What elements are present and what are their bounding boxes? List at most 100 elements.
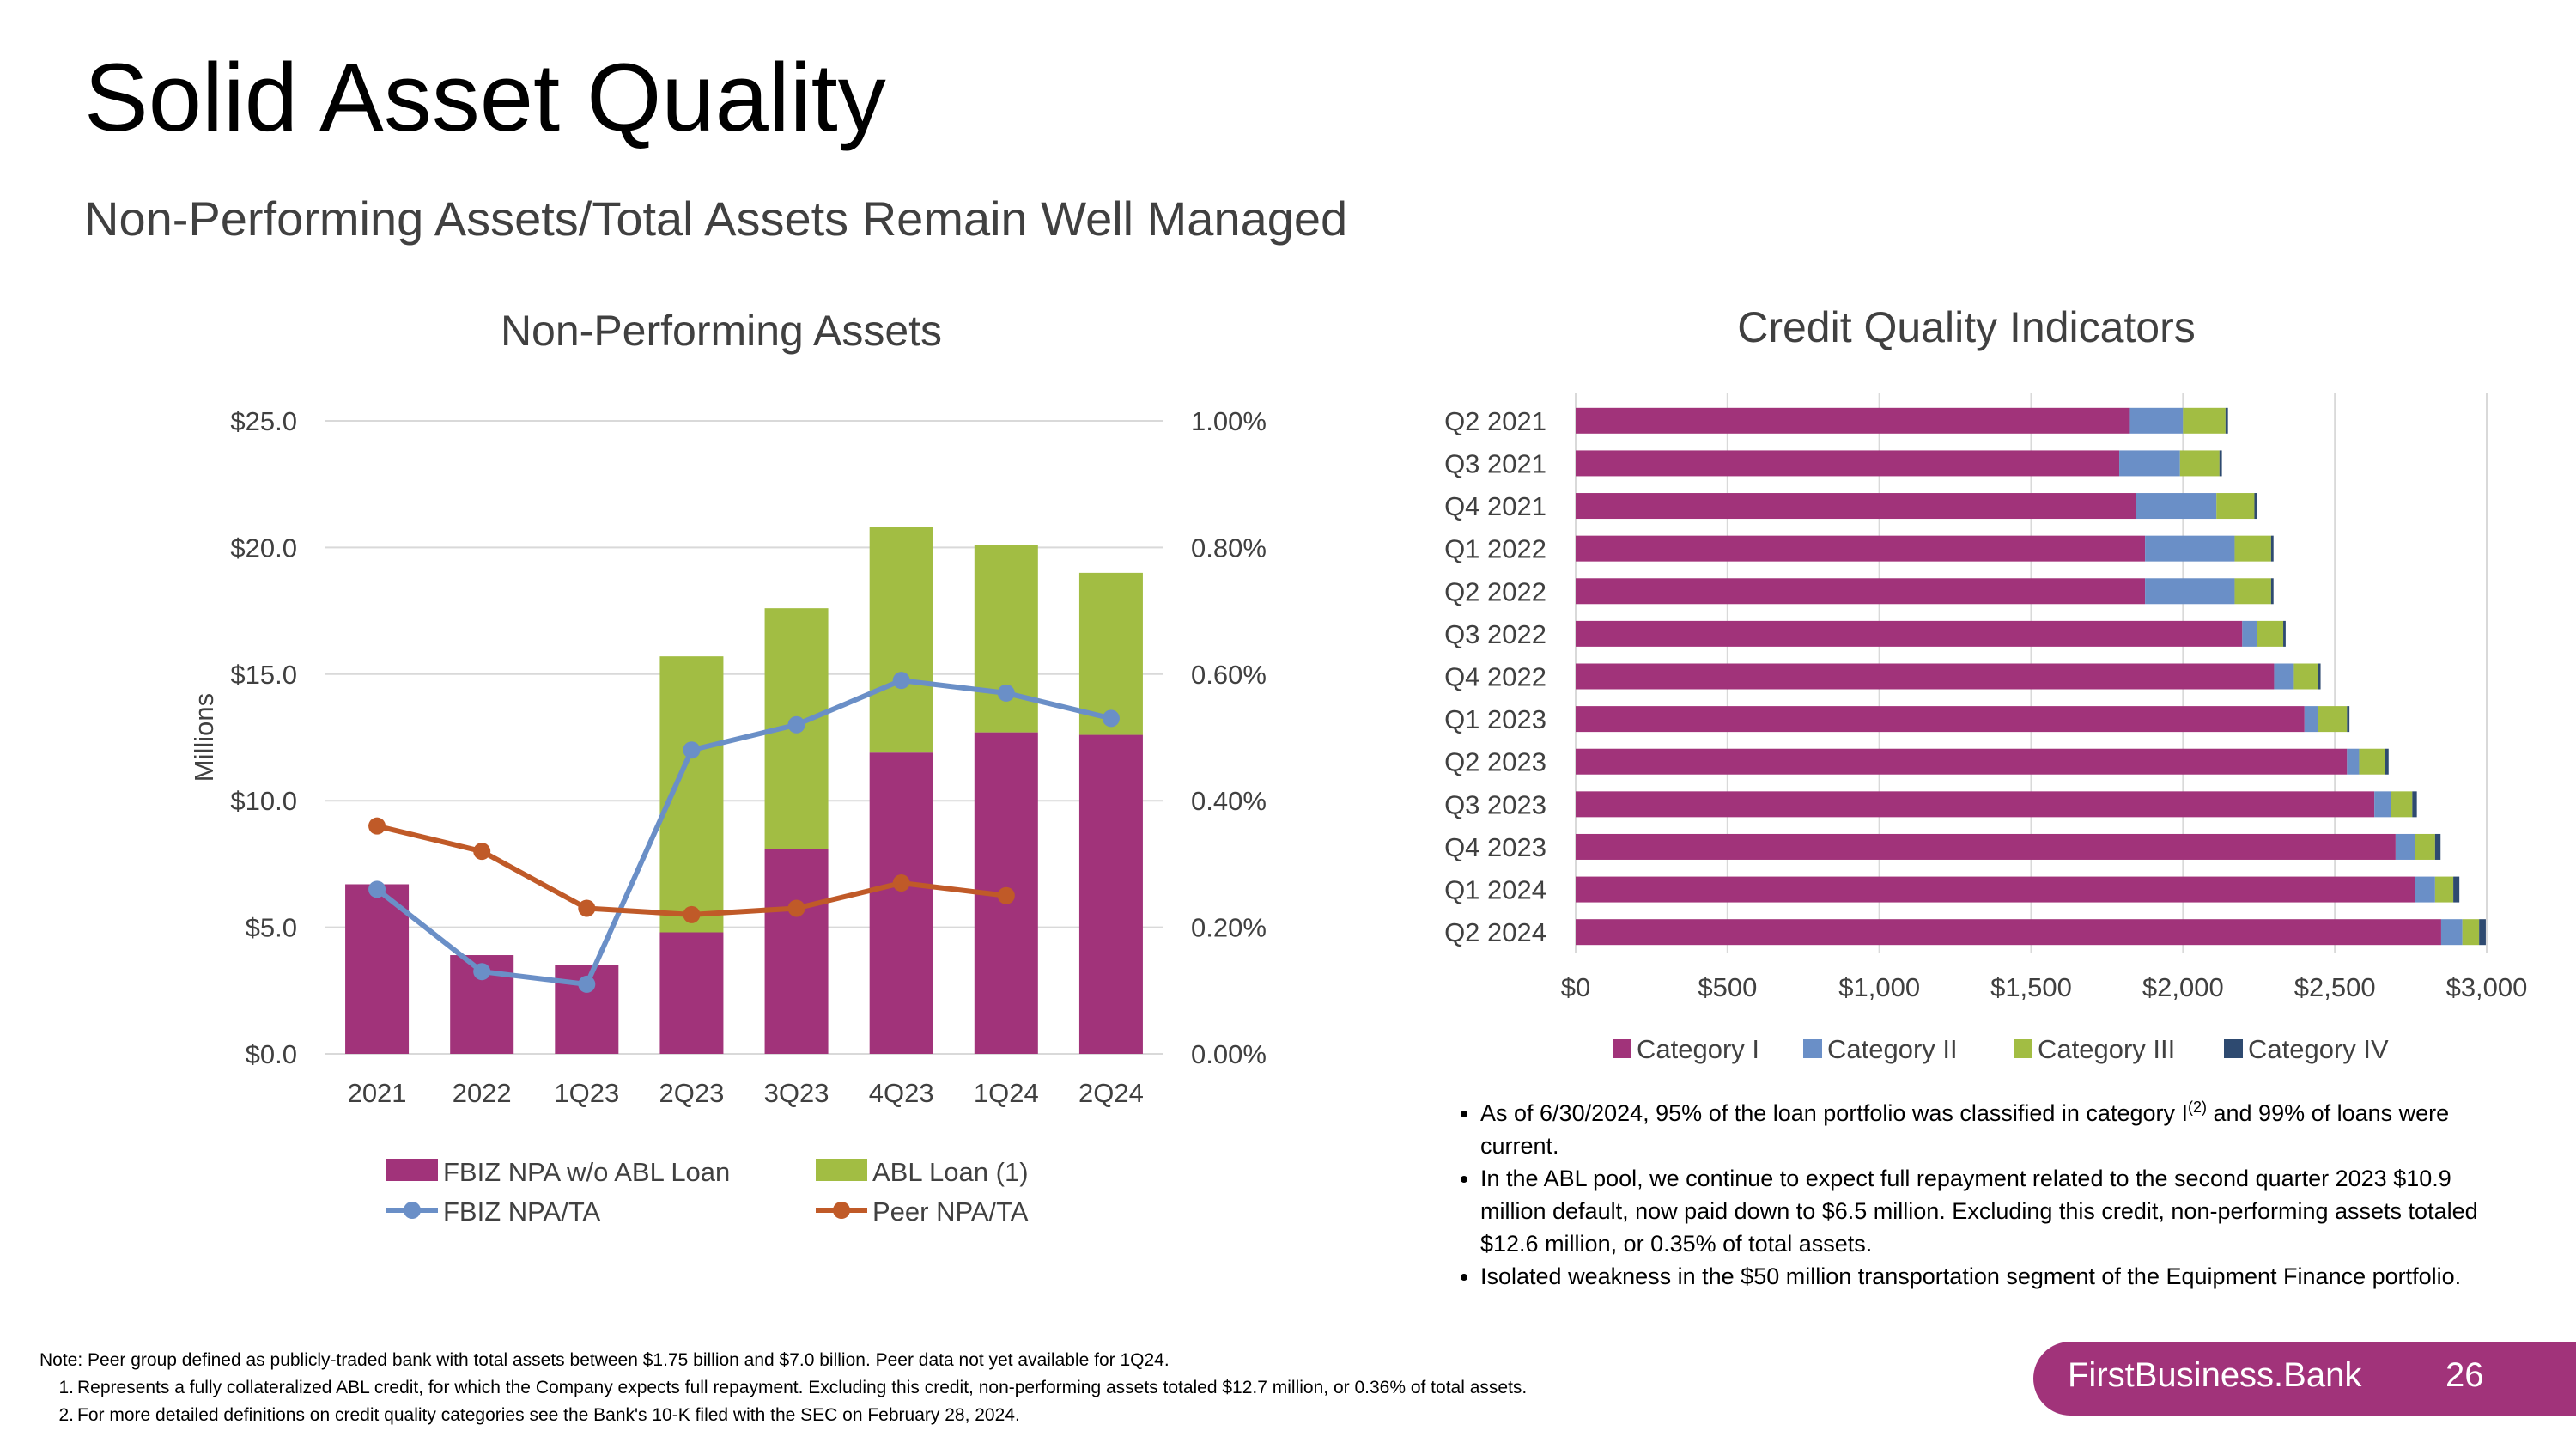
point-fbiz-npa-ta [683,741,701,759]
page-number: 26 [2445,1356,2484,1394]
footnote-2: 2. For more detailed definitions on credi… [39,1402,1527,1429]
y-tick-label: $0.0 [246,1039,297,1069]
y-tick-label: Q4 2022 [1444,662,1546,692]
bar-fbiz-npa [659,932,724,1054]
y-tick-label: Q4 2021 [1444,491,1546,521]
bar-category-3 [2462,919,2480,946]
bar-category-1 [1576,407,2130,434]
legend-swatch [816,1159,867,1181]
bar-category-4 [2434,833,2441,860]
point-peer-npa-ta [473,843,491,861]
legend-swatch [386,1159,438,1181]
x-tick-label: $2,000 [2142,972,2224,1002]
footnote-ref: (2) [2188,1099,2207,1116]
bar-fbiz-npa [764,849,829,1054]
x-tick-label: 2021 [348,1078,407,1108]
y-tick-label: Q3 2023 [1444,789,1546,819]
bar-category-1 [1576,663,2275,690]
bar-category-2 [2136,493,2217,520]
legend-swatch [1803,1039,1822,1058]
bar-abl-loan [869,527,933,753]
bar-category-2 [2145,535,2235,562]
bar-category-3 [2216,493,2255,520]
footnote-number: 2. [58,1405,74,1425]
bullet-item: Isolated weakness in the $50 million tra… [1480,1260,2492,1293]
point-fbiz-npa-ta [473,963,491,981]
legend-label: Category I [1637,1034,1759,1064]
y-tick-label: Q2 2022 [1444,576,1546,606]
bar-category-3 [2257,620,2284,647]
bar-category-4 [2479,919,2486,946]
footnote-text: For more detailed definitions on credit … [77,1405,1020,1425]
bar-category-1 [1576,876,2415,903]
point-fbiz-npa-ta [1102,709,1120,728]
y2-tick-label: 0.80% [1191,533,1267,563]
point-fbiz-npa-ta [892,672,910,690]
x-tick-label: 3Q23 [764,1078,829,1108]
footnote-text: Represents a fully collateralized ABL cr… [77,1378,1528,1397]
bullet-item: As of 6/30/2024, 95% of the loan portfol… [1480,1091,2492,1162]
bar-category-4 [2347,706,2350,733]
bar-category-3 [2415,833,2435,860]
x-tick-label: $500 [1698,972,1757,1002]
bar-category-3 [2234,535,2271,562]
bar-category-2 [2119,450,2180,477]
x-tick-label: 1Q23 [554,1078,619,1108]
point-fbiz-npa-ta [578,975,596,993]
y-tick-label: Q1 2022 [1444,534,1546,564]
y2-tick-label: 0.20% [1191,913,1267,943]
x-tick-label: $1,500 [1990,972,2072,1002]
point-fbiz-npa-ta [368,880,386,898]
bar-category-3 [2391,791,2413,818]
bullet-item: In the ABL pool, we continue to expect f… [1480,1162,2492,1260]
cqi-chart-title: Credit Quality Indicators [1737,303,2196,351]
bar-category-2 [2242,620,2257,647]
bar-category-2 [2395,833,2415,860]
bar-category-3 [2293,663,2318,690]
x-tick-label: 1Q24 [974,1078,1039,1108]
y-tick-label: Q2 2023 [1444,747,1546,777]
commentary-bullets: As of 6/30/2024, 95% of the loan portfol… [1436,1091,2492,1293]
x-tick-label: $3,000 [2446,972,2528,1002]
bar-category-4 [2385,748,2389,775]
y-tick-label: Q4 2023 [1444,832,1546,862]
x-tick-label: 2022 [453,1078,512,1108]
npa-chart: $0.0 $5.0 $10.0 $15.0 $20.0 $25.0 0.00% 0.20% 0.… [189,406,1267,1227]
footnote-1: 1. Represents a fully collateralized ABL … [39,1374,1527,1402]
x-tick-label: $1,000 [1838,972,1920,1002]
bar-category-1 [1576,833,2396,860]
bar-category-1 [1576,620,2243,647]
point-peer-npa-ta [892,874,910,892]
bar-category-3 [2434,876,2454,903]
y2-tick-label: 1.00% [1191,406,1267,436]
y-tick-label: $10.0 [230,786,297,816]
bar-category-4 [2412,791,2417,818]
legend-label: ABL Loan (1) [872,1157,1029,1187]
bar-category-1 [1576,493,2136,520]
bullet-text: As of 6/30/2024, 95% of the loan portfol… [1480,1100,2188,1126]
bar-category-1 [1576,450,2120,477]
legend-swatch [2014,1039,2032,1058]
y-tick-label: Q2 2021 [1444,406,1546,436]
bar-category-2 [2347,748,2360,775]
point-peer-npa-ta [368,817,386,835]
y-tick-label: Q1 2023 [1444,704,1546,734]
bar-abl-loan [1078,572,1143,735]
point-fbiz-npa-ta [997,684,1015,702]
bar-category-4 [2270,578,2274,605]
legend-label: Category III [2038,1034,2175,1064]
bar-category-1 [1576,706,2305,733]
y2-tick-label: 0.40% [1191,786,1267,816]
bar-category-2 [2415,876,2435,903]
bar-fbiz-npa [345,884,410,1054]
bar-category-2 [2304,706,2318,733]
bar-fbiz-npa [1078,734,1143,1054]
bar-category-3 [2318,706,2348,733]
point-peer-npa-ta [787,899,805,917]
bar-category-1 [1576,578,2146,605]
bar-fbiz-npa [869,752,933,1054]
point-peer-npa-ta [683,905,701,923]
bar-category-1 [1576,791,2375,818]
legend-label: Category IV [2248,1034,2389,1064]
footnotes: Note: Peer group defined as publicly-tra… [39,1347,1527,1429]
